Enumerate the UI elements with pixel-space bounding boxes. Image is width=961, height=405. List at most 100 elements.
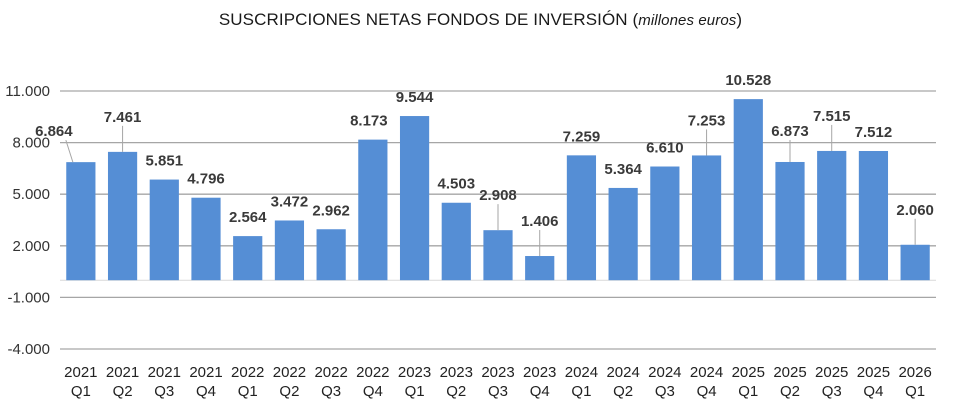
data-label: 7.253 <box>688 112 726 129</box>
x-tick-quarter: Q4 <box>697 383 717 400</box>
x-tick-year: 2022 <box>314 364 347 381</box>
y-tick-label: -4.000 <box>7 341 50 358</box>
y-tick-label: 11.000 <box>5 83 50 100</box>
data-label: 7.461 <box>104 109 142 126</box>
data-label: 2.060 <box>896 202 934 219</box>
x-tick-year: 2025 <box>815 364 848 381</box>
data-label: 8.173 <box>350 113 388 130</box>
x-tick-year: 2022 <box>356 364 389 381</box>
bar <box>525 256 555 281</box>
y-axis-ticks: 11.000 8.000 5.000 2.000 -1.000 -4.000 <box>5 83 50 358</box>
bar <box>316 229 346 281</box>
x-tick-year: 2023 <box>481 364 514 381</box>
data-label: 7.512 <box>855 124 893 141</box>
x-tick-quarter: Q1 <box>71 383 91 400</box>
data-label: 10.528 <box>725 72 771 89</box>
x-tick-year: 2024 <box>690 364 723 381</box>
bar <box>274 220 305 281</box>
data-label: 2.962 <box>312 202 350 219</box>
bar <box>733 99 763 281</box>
data-label: 2.564 <box>229 209 267 226</box>
y-tick-label: 5.000 <box>12 186 50 203</box>
x-tick-year: 2025 <box>773 364 806 381</box>
x-tick-year: 2021 <box>64 364 97 381</box>
y-tick-label: -1.000 <box>7 289 50 306</box>
x-tick-year: 2022 <box>273 364 306 381</box>
y-tick-label: 2.000 <box>12 238 50 255</box>
x-tick-quarter: Q3 <box>488 383 508 400</box>
x-tick-quarter: Q1 <box>905 383 925 400</box>
data-label: 5.364 <box>604 161 642 178</box>
y-tick-label: 8.000 <box>12 135 50 152</box>
bar <box>566 155 597 281</box>
bar <box>775 161 805 281</box>
data-label: 1.406 <box>521 213 559 230</box>
data-label: 5.851 <box>146 153 184 170</box>
chart-title-main: SUSCRIPCIONES NETAS FONDOS DE INVERSIÓN <box>218 10 628 29</box>
x-tick-quarter: Q1 <box>571 383 591 400</box>
x-tick-quarter: Q4 <box>530 383 550 400</box>
data-label: 6.873 <box>771 123 809 140</box>
x-tick-quarter: Q2 <box>279 383 299 400</box>
x-tick-quarter: Q1 <box>238 383 258 400</box>
x-tick-quarter: Q4 <box>196 383 216 400</box>
data-label: 4.796 <box>187 171 225 188</box>
x-tick-quarter: Q3 <box>655 383 675 400</box>
x-axis-ticks: 2021 Q1 2021 Q2 2021 Q3 2021 Q4 2022 Q1 2022 Q2 2022… <box>64 364 932 400</box>
x-tick-year: 2023 <box>398 364 431 381</box>
bar <box>691 155 722 281</box>
bar <box>66 162 96 281</box>
bar <box>441 202 471 281</box>
data-label: 6.610 <box>646 140 684 157</box>
x-tick-year: 2026 <box>898 364 931 381</box>
data-label: 6.864 <box>35 123 73 140</box>
bar <box>483 230 513 281</box>
x-tick-quarter: Q2 <box>613 383 633 400</box>
x-tick-quarter: Q4 <box>363 383 383 400</box>
x-tick-quarter: Q2 <box>780 383 800 400</box>
bar <box>107 151 138 281</box>
bars <box>66 99 930 281</box>
x-tick-year: 2021 <box>106 364 139 381</box>
chart-title: SUSCRIPCIONES NETAS FONDOS DE INVERSIÓN … <box>218 10 743 29</box>
data-label: 4.503 <box>438 176 476 193</box>
x-tick-quarter: Q2 <box>446 383 466 400</box>
bar <box>358 139 388 281</box>
bar <box>149 179 179 281</box>
bar <box>817 150 847 281</box>
x-tick-year: 2023 <box>523 364 556 381</box>
x-tick-year: 2024 <box>606 364 639 381</box>
chart-subtitle-units: millones euros <box>638 12 737 29</box>
x-tick-quarter: Q3 <box>321 383 341 400</box>
bar <box>233 236 263 281</box>
x-tick-quarter: Q1 <box>738 383 758 400</box>
bar <box>399 116 430 281</box>
x-tick-year: 2022 <box>231 364 264 381</box>
leader-line <box>65 139 74 163</box>
x-tick-year: 2021 <box>189 364 222 381</box>
data-label: 9.544 <box>396 89 434 106</box>
x-tick-quarter: Q1 <box>405 383 425 400</box>
data-label: 2.908 <box>479 187 517 204</box>
x-tick-quarter: Q3 <box>822 383 842 400</box>
x-tick-year: 2024 <box>648 364 681 381</box>
bar <box>608 187 638 281</box>
data-label: 7.515 <box>813 108 851 125</box>
x-tick-quarter: Q4 <box>863 383 883 400</box>
bar <box>900 244 930 281</box>
data-label: 3.472 <box>271 193 309 210</box>
data-label: 7.259 <box>563 128 601 145</box>
x-tick-quarter: Q3 <box>154 383 174 400</box>
bar <box>191 197 221 281</box>
label-leader-lines <box>65 124 916 257</box>
x-tick-year: 2021 <box>148 364 181 381</box>
x-tick-year: 2025 <box>732 364 765 381</box>
bar <box>650 166 680 281</box>
x-tick-year: 2024 <box>565 364 598 381</box>
x-tick-quarter: Q2 <box>113 383 133 400</box>
x-tick-year: 2025 <box>857 364 890 381</box>
bar <box>858 150 889 281</box>
x-tick-year: 2023 <box>440 364 473 381</box>
